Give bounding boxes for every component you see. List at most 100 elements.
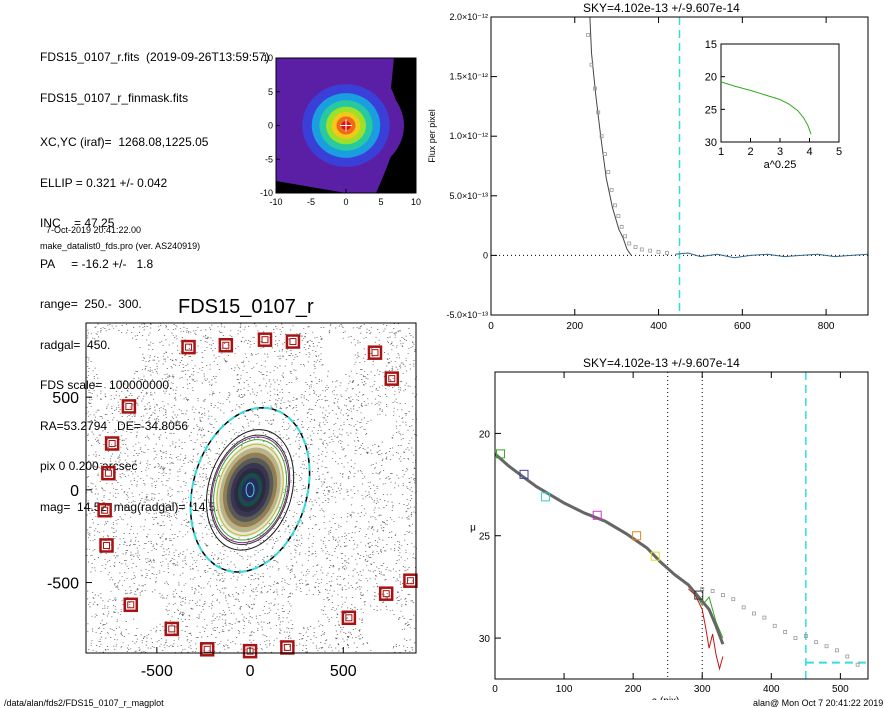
sky-box (164, 621, 180, 637)
sky-box-inner (125, 402, 133, 410)
mu-point (721, 593, 725, 597)
inset-xlabel: a^0.25 (764, 159, 797, 171)
inset-ytick-label: 30 (705, 137, 717, 149)
sky-point (592, 86, 597, 91)
info-line: XC,YC (iraf)= 1268.08,1225.05 (40, 135, 209, 149)
mu-point (793, 636, 798, 640)
sky-ytick-label: 5.0×10⁻¹³ (449, 191, 488, 201)
mu-profile-line (688, 588, 724, 671)
sky-box (101, 465, 116, 481)
sky-box-inner (101, 506, 109, 514)
mu-point (845, 654, 850, 659)
mu-profile-line (495, 452, 725, 645)
thumb-ytick-label: 10 (263, 53, 273, 63)
sky-point (616, 214, 621, 218)
mu-profile-plot: 0 100 200 300 400 500 20 25 30 a (pix) μ (470, 371, 869, 700)
sky-point (665, 251, 669, 255)
galaxy-center-ellipse (245, 482, 255, 498)
mu-xlabel: a (pix) (652, 696, 680, 700)
mu-ylabel: μ (470, 523, 476, 534)
sky-box (378, 586, 394, 601)
sky-point (633, 245, 638, 249)
thumb-ytick-label: -5 (265, 154, 273, 164)
mu-xtick-label: 400 (763, 684, 780, 695)
sky-point (639, 247, 644, 252)
mu-ytick-label: 30 (479, 634, 491, 645)
sky-box (181, 339, 196, 355)
sky-box (218, 337, 234, 353)
galaxy-xtick-label: 500 (330, 663, 357, 680)
galaxy-image-plot: -500 0 500 500 0 -500 (47, 322, 418, 680)
sky-box-inner (345, 614, 353, 622)
galaxy-core-level (241, 478, 259, 502)
thumb-xtick-label: -5 (307, 197, 315, 207)
mu-xtick-label: 0 (492, 684, 498, 695)
sky-plot-area (491, 17, 868, 315)
galaxy-isophote (216, 443, 284, 536)
mu-point (803, 634, 808, 638)
sky-ylabel: Flux per pixel (427, 109, 437, 163)
sky-box-inner (289, 338, 297, 346)
sky-box (367, 345, 383, 360)
galaxy-title: FDS15_0107_r (178, 296, 314, 318)
info-line: INC = 47.25 (40, 216, 115, 230)
sky-point (648, 248, 653, 253)
sky-point (619, 224, 624, 229)
galaxy-xtick-label: 0 (246, 663, 255, 680)
sky-xtick-label: 800 (818, 321, 835, 332)
inset-profile-line (720, 81, 812, 135)
sky-point (627, 241, 632, 246)
sky-ytick-label: 1.0×10⁻¹² (449, 131, 488, 141)
galaxy-isophote (209, 434, 291, 546)
sky-box (123, 597, 138, 613)
sky-point (623, 234, 627, 239)
galaxy-xtick-label: -500 (141, 663, 173, 680)
sky-profile-line (675, 252, 868, 259)
sky-profile-plot: 0 200 400 600 800-5.0×10⁻¹³05.0×10⁻¹³1.0×10⁻… (427, 12, 869, 332)
mu-xtick-label: 500 (832, 684, 849, 695)
sky-box-inner (203, 645, 211, 653)
inset-ytick-label: 15 (705, 39, 717, 51)
sky-box (384, 371, 400, 386)
info-block: FDS15_0107_r.fits (2019-09-26T13:59:57) … (40, 24, 269, 528)
mu-point (710, 589, 715, 593)
mu-point (824, 644, 829, 649)
sky-box-inner (108, 440, 116, 448)
sky-point (599, 134, 604, 139)
info-line: FDS scale= 100000000. (40, 378, 173, 392)
sky-point (656, 249, 661, 254)
sky-box-inner (222, 341, 230, 349)
inset-xtick-label: 1 (718, 146, 724, 158)
thumb-xtick-label: 0 (343, 197, 348, 207)
galaxy-isophote (223, 452, 278, 527)
sky-box-inner (371, 349, 379, 357)
inset-xtick-label: 5 (836, 146, 842, 158)
inset-xtick-label: 4 (806, 146, 812, 158)
inset-ytick-label: 25 (705, 104, 717, 116)
sky-point (613, 203, 617, 208)
sky-box-inner (185, 343, 193, 351)
footer-stamp: alan@ Mon Oct 7 20:41:22 2019 (753, 698, 884, 708)
sky-xtick-label: 400 (650, 321, 667, 332)
sky-box-inner (104, 469, 112, 477)
mu-marker-box (519, 469, 529, 479)
sky-point (606, 170, 611, 174)
sky-box-inner (103, 541, 111, 549)
info-line: ELLIP = 0.321 +/- 0.042 (40, 175, 168, 190)
inset-ytick-label: 20 (705, 72, 717, 84)
mu-marker-box (694, 590, 704, 600)
sky-box (104, 436, 120, 451)
info-line: FDS15_0107_r.fits (2019-09-26T13:59:57) (40, 50, 270, 64)
info-line: FDS15_0107_r_finmask.fits (40, 90, 189, 105)
sky-xtick-label: 600 (734, 321, 751, 332)
galaxy-ytick-label: 500 (52, 390, 79, 407)
sky-ytick-label: 2.0×10⁻¹² (449, 12, 488, 22)
mu-marker-box (592, 510, 602, 520)
sky-box-inner (261, 336, 269, 344)
sky-box-inner (283, 643, 291, 651)
thumb-ytick-label: 0 (268, 121, 273, 131)
thumb-mask-right (376, 58, 416, 193)
mu-marker-box (632, 531, 642, 541)
thumb-xtick-label: 10 (411, 197, 421, 207)
sky-xtick-label: 0 (488, 321, 494, 332)
